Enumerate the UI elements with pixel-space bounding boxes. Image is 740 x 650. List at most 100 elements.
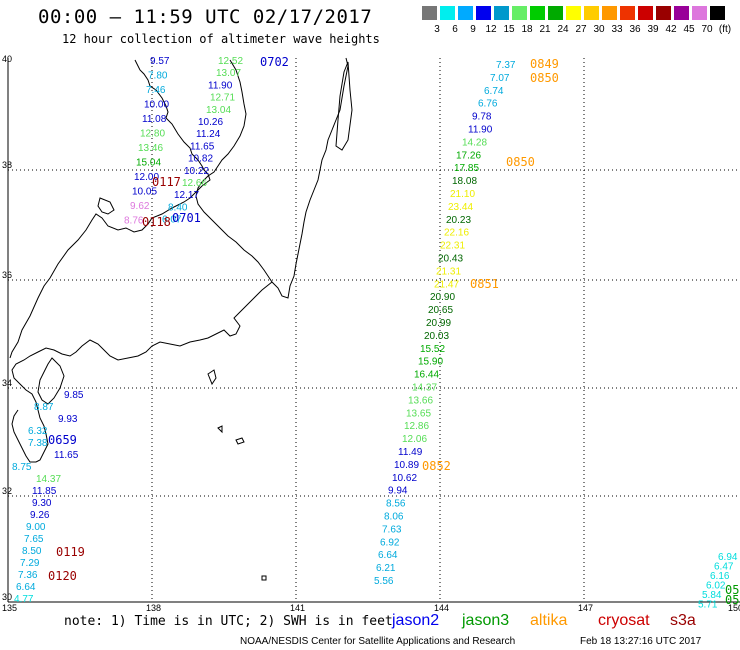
colorbar-label: 30 (593, 24, 605, 35)
wave-height-value: 4.77 (14, 594, 34, 605)
wave-height-value: 7.36 (18, 570, 38, 581)
wave-height-value: 6.21 (376, 563, 396, 574)
wave-height-value: 20.65 (428, 305, 453, 316)
colorbar-swatch (530, 6, 545, 20)
colorbar-swatch (458, 6, 473, 20)
wave-height-value: 9.00 (26, 522, 46, 533)
legend-altika: altika (530, 612, 568, 629)
map-grid (8, 58, 740, 602)
colorbar-label: 15 (503, 24, 515, 35)
pass-time-label: 0702 (260, 55, 289, 69)
wave-height-value: 8.50 (22, 546, 42, 557)
wave-height-value: 6.07 (162, 215, 182, 226)
pass-time-label: 0117 (152, 175, 181, 189)
wave-height-value: 10.22 (184, 166, 209, 177)
colorbar-label: 27 (575, 24, 587, 35)
wave-height-value: 12.86 (404, 421, 429, 432)
wave-height-value: 17.26 (456, 150, 481, 161)
colorbar-label: 45 (683, 24, 695, 35)
wave-height-value: 8.40 (168, 202, 188, 213)
wave-height-value: 21.31 (436, 266, 461, 277)
wave-height-value: 12.66 (182, 178, 207, 189)
legend-jason3: jason3 (462, 612, 510, 629)
wave-height-value: 6.92 (380, 537, 400, 548)
colorbar-swatch (440, 6, 455, 20)
colorbar-swatch (620, 6, 635, 20)
wave-height-value: 20.43 (438, 254, 463, 265)
wave-height-value: 11.24 (196, 129, 221, 140)
wave-height-value: 10.00 (144, 100, 169, 111)
wave-height-value: 5.56 (374, 576, 394, 587)
wave-height-value: 11.90 (468, 125, 493, 136)
wave-height-value: 8.75 (12, 462, 32, 473)
pass-time-label: 0850 (506, 155, 535, 169)
wave-height-value: 9.93 (58, 414, 78, 425)
wave-height-value: 6.74 (484, 86, 504, 97)
wave-height-value: 5.84 (702, 590, 722, 601)
wave-height-value: 20.99 (426, 318, 451, 329)
colorbar-label: 70 (701, 24, 713, 35)
colorbar-swatch (548, 6, 563, 20)
colorbar-label: 42 (665, 24, 677, 35)
wave-height-value: 20.23 (446, 215, 471, 226)
wave-height-value: 11.65 (54, 450, 79, 461)
wave-height-value: 10.62 (392, 473, 417, 484)
wave-height-value: 15.90 (418, 357, 443, 368)
wave-height-value: 22.16 (444, 228, 469, 239)
wave-height-value: 7.80 (148, 71, 168, 82)
footer-credit: NOAA/NESDIS Center for Satellite Applica… (240, 636, 516, 647)
colorbar-label: (ft) (718, 24, 732, 35)
page-title: 00:00 – 11:59 UTC 02/17/2017 (38, 6, 373, 28)
map-frame (7, 58, 740, 603)
pass-time-label: 0120 (48, 569, 77, 583)
wave-height-value: 8.06 (384, 512, 404, 523)
colorbar-label: 18 (521, 24, 533, 35)
wave-height-value: 16.44 (414, 370, 439, 381)
colorbar-swatch (656, 6, 671, 20)
wave-height-value: 6.76 (478, 99, 498, 110)
lon-label: 141 (290, 603, 305, 613)
lon-label: 144 (434, 603, 449, 613)
colorbar-swatch (476, 6, 491, 20)
wave-height-value: 9.26 (30, 510, 50, 521)
colorbar-swatch (692, 6, 707, 20)
pass-time-label: 0852 (422, 459, 451, 473)
pass-time-label: 0850 (530, 71, 559, 85)
wave-height-value: 9.62 (130, 201, 150, 212)
wave-height-value: 7.37 (496, 60, 516, 71)
pass-time-label: 0659 (48, 433, 77, 447)
wave-height-value: 11.49 (398, 447, 423, 458)
lon-label: 135 (2, 603, 17, 613)
colorbar-label: 36 (629, 24, 641, 35)
wave-height-value: 6.64 (16, 582, 36, 593)
page-subtitle: 12 hour collection of altimeter wave hei… (62, 32, 380, 46)
pass-time-label: 0849 (530, 57, 559, 71)
wave-height-value: 22.31 (440, 241, 465, 252)
colorbar-swatch (674, 6, 689, 20)
pass-time-label: 0851 (470, 277, 499, 291)
wave-height-value: 13.66 (408, 395, 433, 406)
wave-height-value: 7.63 (382, 524, 402, 535)
colorbar-label: 24 (557, 24, 569, 35)
wave-height-value: 8.87 (34, 402, 54, 413)
colorbar-swatch (566, 6, 581, 20)
wave-height-value: 14.28 (462, 137, 487, 148)
lat-label: 32 (2, 486, 12, 496)
wave-height-value: 17.85 (454, 163, 479, 174)
coastline (9, 57, 353, 581)
pass-time-label: 0118 (142, 215, 171, 229)
wave-height-value: 13.46 (138, 143, 163, 154)
wave-height-value: 20.90 (430, 292, 455, 303)
colorbar-swatch (494, 6, 509, 20)
colorbar-label: 12 (485, 24, 497, 35)
wave-height-value: 9.78 (472, 112, 492, 123)
wave-height-value: 7.29 (20, 558, 40, 569)
pass-time-label: 0701 (172, 211, 201, 225)
wave-height-value: 15.52 (420, 344, 445, 355)
wave-height-value: 7.07 (490, 73, 510, 84)
wave-height-value: 6.47 (714, 562, 734, 573)
wave-height-value: 9.30 (32, 498, 52, 509)
wave-height-value: 20.03 (424, 331, 449, 342)
